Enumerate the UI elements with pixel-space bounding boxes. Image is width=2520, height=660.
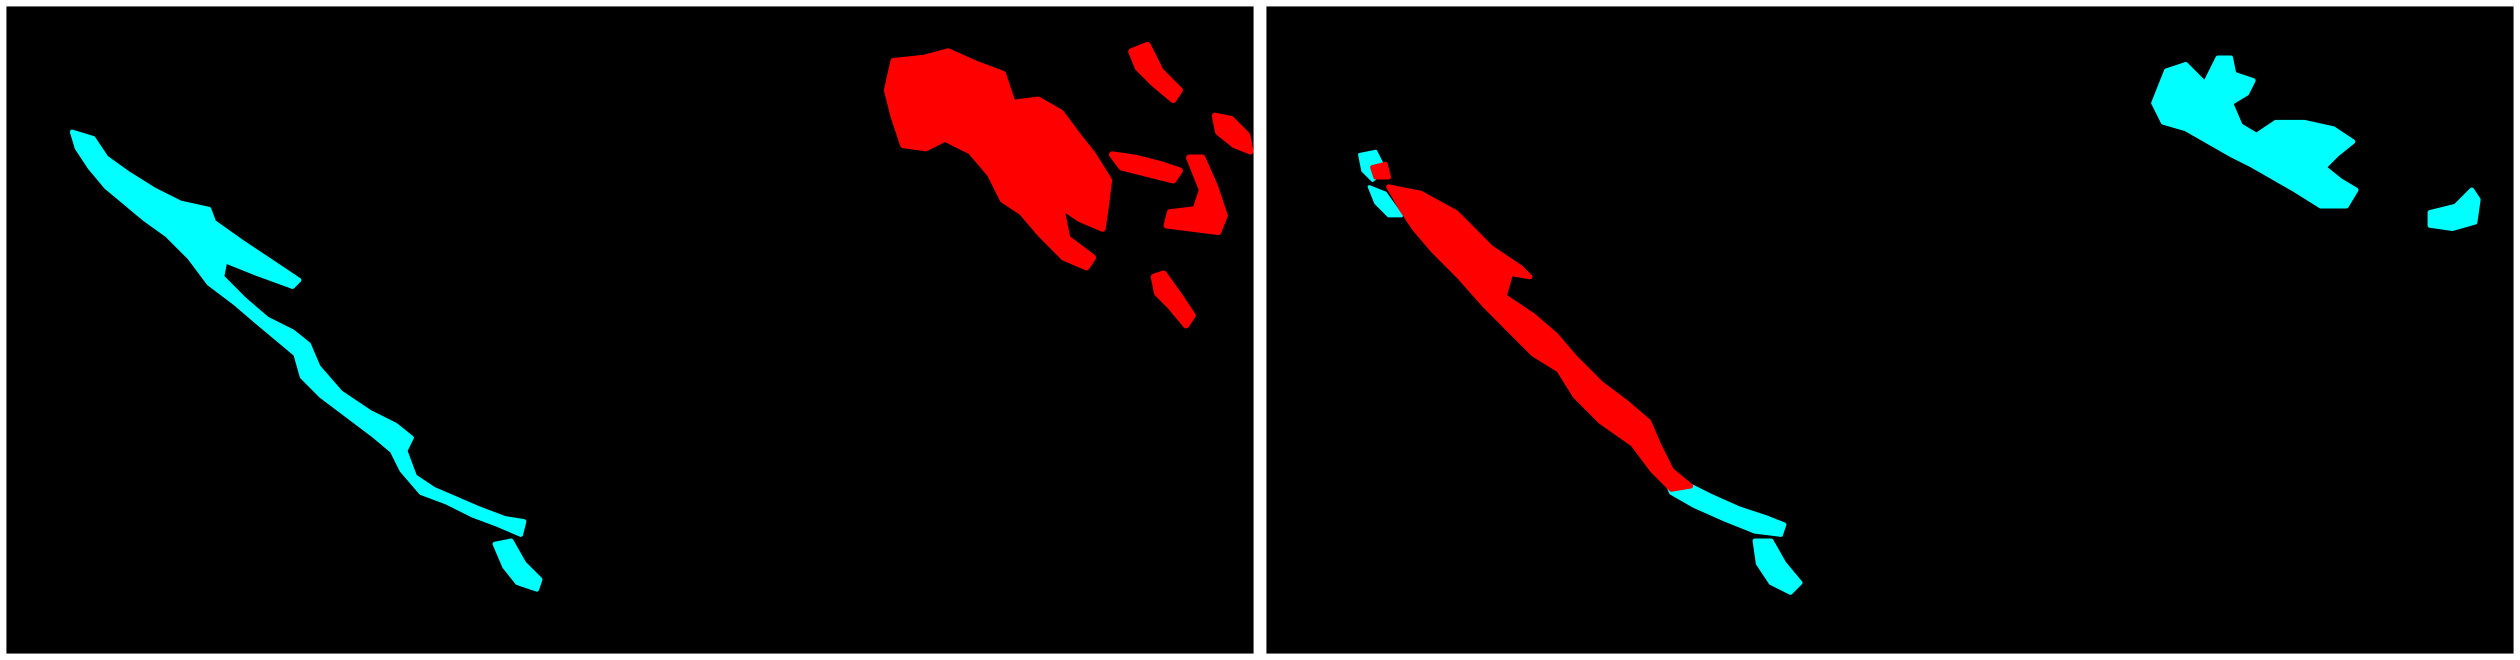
- red-mask: [1163, 154, 1228, 236]
- cyan-mask: [2427, 187, 2481, 231]
- cyan-mask: [492, 538, 543, 592]
- panel-background: [6, 6, 1254, 654]
- red-mask: [883, 48, 1113, 271]
- cyan-mask: [1659, 467, 1787, 537]
- cyan-mask: [2151, 55, 2359, 209]
- red-mask: [1370, 161, 1391, 180]
- red-mask: [1150, 270, 1196, 329]
- cyan-mask: [1367, 185, 1404, 218]
- red-mask: [1108, 151, 1183, 184]
- cyan-mask: [1752, 538, 1803, 595]
- red-mask: [1386, 184, 1694, 492]
- left-panel: [6, 6, 1254, 654]
- cyan-mask: [69, 129, 527, 537]
- red-mask: [1128, 41, 1183, 104]
- right-panel: [1266, 6, 2514, 654]
- red-mask: [1211, 112, 1254, 155]
- panel-background: [1266, 6, 2514, 654]
